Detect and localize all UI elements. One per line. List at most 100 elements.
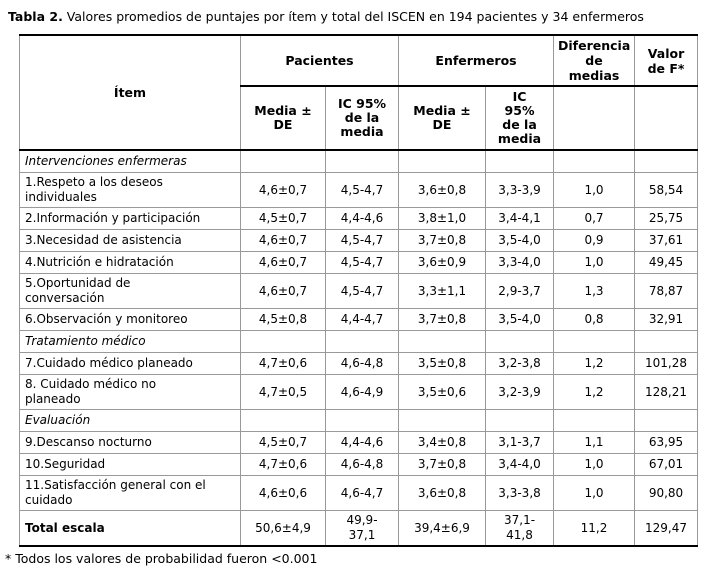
item-label-cell: 6.Observación y monitoreo	[19, 308, 241, 331]
value-cell: 58,54	[634, 172, 699, 208]
value-cell: 1,1	[553, 431, 636, 454]
value-cell	[553, 409, 636, 432]
value-cell: 39,4±6,9	[398, 510, 487, 547]
value-cell	[634, 409, 699, 432]
value-cell	[553, 149, 636, 173]
value-cell	[240, 149, 326, 173]
value-cell: 4,5±0,8	[240, 308, 326, 331]
value-cell: 4,5±0,7	[240, 207, 326, 230]
col-group-enfermeros: Enfermeros	[398, 34, 555, 87]
item-row: 8. Cuidado médico no planeado 4,7±0,5 4,6-…	[19, 374, 699, 410]
header-row-groups: Ítem Pacientes Enfermeros Diferencia de …	[19, 34, 699, 151]
results-table: Ítem Pacientes Enfermeros Diferencia de …	[19, 34, 699, 547]
value-cell: 4,6-4,8	[324, 453, 400, 476]
value-cell: 3,5±0,8	[398, 352, 487, 375]
value-cell: 4,7±0,5	[240, 374, 326, 410]
item-label-cell: 9.Descanso nocturno	[19, 431, 241, 454]
value-cell	[240, 409, 326, 432]
item-label-cell: 8. Cuidado médico no planeado	[19, 374, 241, 410]
value-cell	[324, 149, 400, 173]
value-cell: 1,3	[553, 273, 636, 309]
value-cell: 0,8	[553, 308, 636, 331]
table-header: Ítem Pacientes Enfermeros Diferencia de …	[19, 34, 699, 151]
value-cell	[485, 149, 555, 173]
value-cell: 4,6±0,7	[240, 273, 326, 309]
value-cell: 78,87	[634, 273, 699, 309]
item-label-cell: 1.Respeto a los deseos individuales	[19, 172, 241, 208]
col-header-pacientes-ic: IC 95% de la media	[324, 85, 400, 151]
col-header-item: Ítem	[19, 34, 241, 151]
item-row: 4.Nutrición e hidratación 4,6±0,7 4,5-4,7 3…	[19, 251, 699, 274]
value-cell	[485, 330, 555, 353]
value-cell	[553, 330, 636, 353]
item-label-cell: 7.Cuidado médico planeado	[19, 352, 241, 375]
value-cell	[240, 330, 326, 353]
value-cell: 37,1- 41,8	[485, 510, 555, 547]
value-cell: 4,7±0,6	[240, 453, 326, 476]
value-cell: 3,2-3,8	[485, 352, 555, 375]
section-label-cell: Intervenciones enfermeras	[19, 149, 241, 173]
value-cell	[324, 409, 400, 432]
item-row: 9.Descanso nocturno 4,5±0,7 4,4-4,6 3,4±0,8…	[19, 431, 699, 454]
table-title: Tabla 2. Valores promedios de puntajes p…	[8, 9, 720, 25]
col-header-valor-f: Valor de F*	[634, 34, 699, 87]
col-header-diferencia-empty	[553, 85, 636, 151]
value-cell: 3,3-4,0	[485, 251, 555, 274]
value-cell: 4,4-4,6	[324, 207, 400, 230]
item-row: 5.Oportunidad de conversación 4,6±0,7 4,5-…	[19, 273, 699, 309]
value-cell: 4,5-4,7	[324, 251, 400, 274]
value-cell: 3,1-3,7	[485, 431, 555, 454]
value-cell: 49,45	[634, 251, 699, 274]
value-cell: 1,0	[553, 475, 636, 511]
value-cell	[398, 149, 487, 173]
value-cell: 3,4-4,1	[485, 207, 555, 230]
col-header-enfermeros-ic: IC 95% de la media	[485, 85, 555, 151]
value-cell: 3,2-3,9	[485, 374, 555, 410]
section-label-cell: Evaluación	[19, 409, 241, 432]
table-title-text: Valores promedios de puntajes por ítem y…	[62, 9, 644, 24]
item-row: 1.Respeto a los deseos individuales 4,6±0…	[19, 172, 699, 208]
value-cell: 4,6±0,7	[240, 251, 326, 274]
col-group-pacientes: Pacientes	[239, 34, 400, 87]
value-cell: 3,6±0,9	[398, 251, 487, 274]
item-row: 11.Satisfacción general con el cuidado 4,…	[19, 475, 699, 511]
value-cell: 3,5-4,0	[485, 229, 555, 252]
col-header-enfermeros-media: Media ± DE	[398, 85, 487, 151]
value-cell: 4,6±0,6	[240, 475, 326, 511]
value-cell: 2,9-3,7	[485, 273, 555, 309]
value-cell: 4,5-4,7	[324, 172, 400, 208]
value-cell: 4,5-4,7	[324, 229, 400, 252]
section-label-cell: Tratamiento médico	[19, 330, 241, 353]
col-header-pacientes-media: Media ± DE	[240, 85, 326, 151]
value-cell: 4,6-4,7	[324, 475, 400, 511]
item-row: 7.Cuidado médico planeado 4,7±0,6 4,6-4,8 3…	[19, 352, 699, 375]
value-cell: 1,0	[553, 172, 636, 208]
value-cell: 128,21	[634, 374, 699, 410]
item-row: 6.Observación y monitoreo 4,5±0,8 4,4-4,7 3…	[19, 308, 699, 331]
value-cell	[398, 409, 487, 432]
value-cell: 3,5-4,0	[485, 308, 555, 331]
item-row: 3.Necesidad de asistencia 4,6±0,7 4,5-4,7 3…	[19, 229, 699, 252]
item-label-cell: 3.Necesidad de asistencia	[19, 229, 241, 252]
value-cell: 3,4-4,0	[485, 453, 555, 476]
col-header-diferencia: Diferencia de medias	[553, 34, 636, 87]
value-cell: 0,9	[553, 229, 636, 252]
value-cell: 3,4±0,8	[398, 431, 487, 454]
table-title-label: Tabla 2.	[8, 9, 63, 24]
value-cell: 11,2	[553, 510, 636, 547]
item-label-cell: 11.Satisfacción general con el cuidado	[19, 475, 241, 511]
value-cell: 4,6-4,9	[324, 374, 400, 410]
table-body: Intervenciones enfermeras 1.Respeto a los…	[19, 149, 699, 547]
value-cell: 129,47	[634, 510, 699, 547]
col-header-valor-f-empty	[634, 85, 699, 151]
value-cell: 1,0	[553, 251, 636, 274]
value-cell: 25,75	[634, 207, 699, 230]
value-cell: 4,6±0,7	[240, 172, 326, 208]
item-label-cell: 2.Información y participación	[19, 207, 241, 230]
value-cell	[634, 330, 699, 353]
value-cell: 90,80	[634, 475, 699, 511]
value-cell: 3,7±0,8	[398, 229, 487, 252]
value-cell: 101,28	[634, 352, 699, 375]
footnote: * Todos los valores de probabilidad fuer…	[5, 551, 318, 566]
total-row: Total escala 50,6±4,9 49,9- 37,1 39,4±6,9 37…	[19, 510, 699, 547]
